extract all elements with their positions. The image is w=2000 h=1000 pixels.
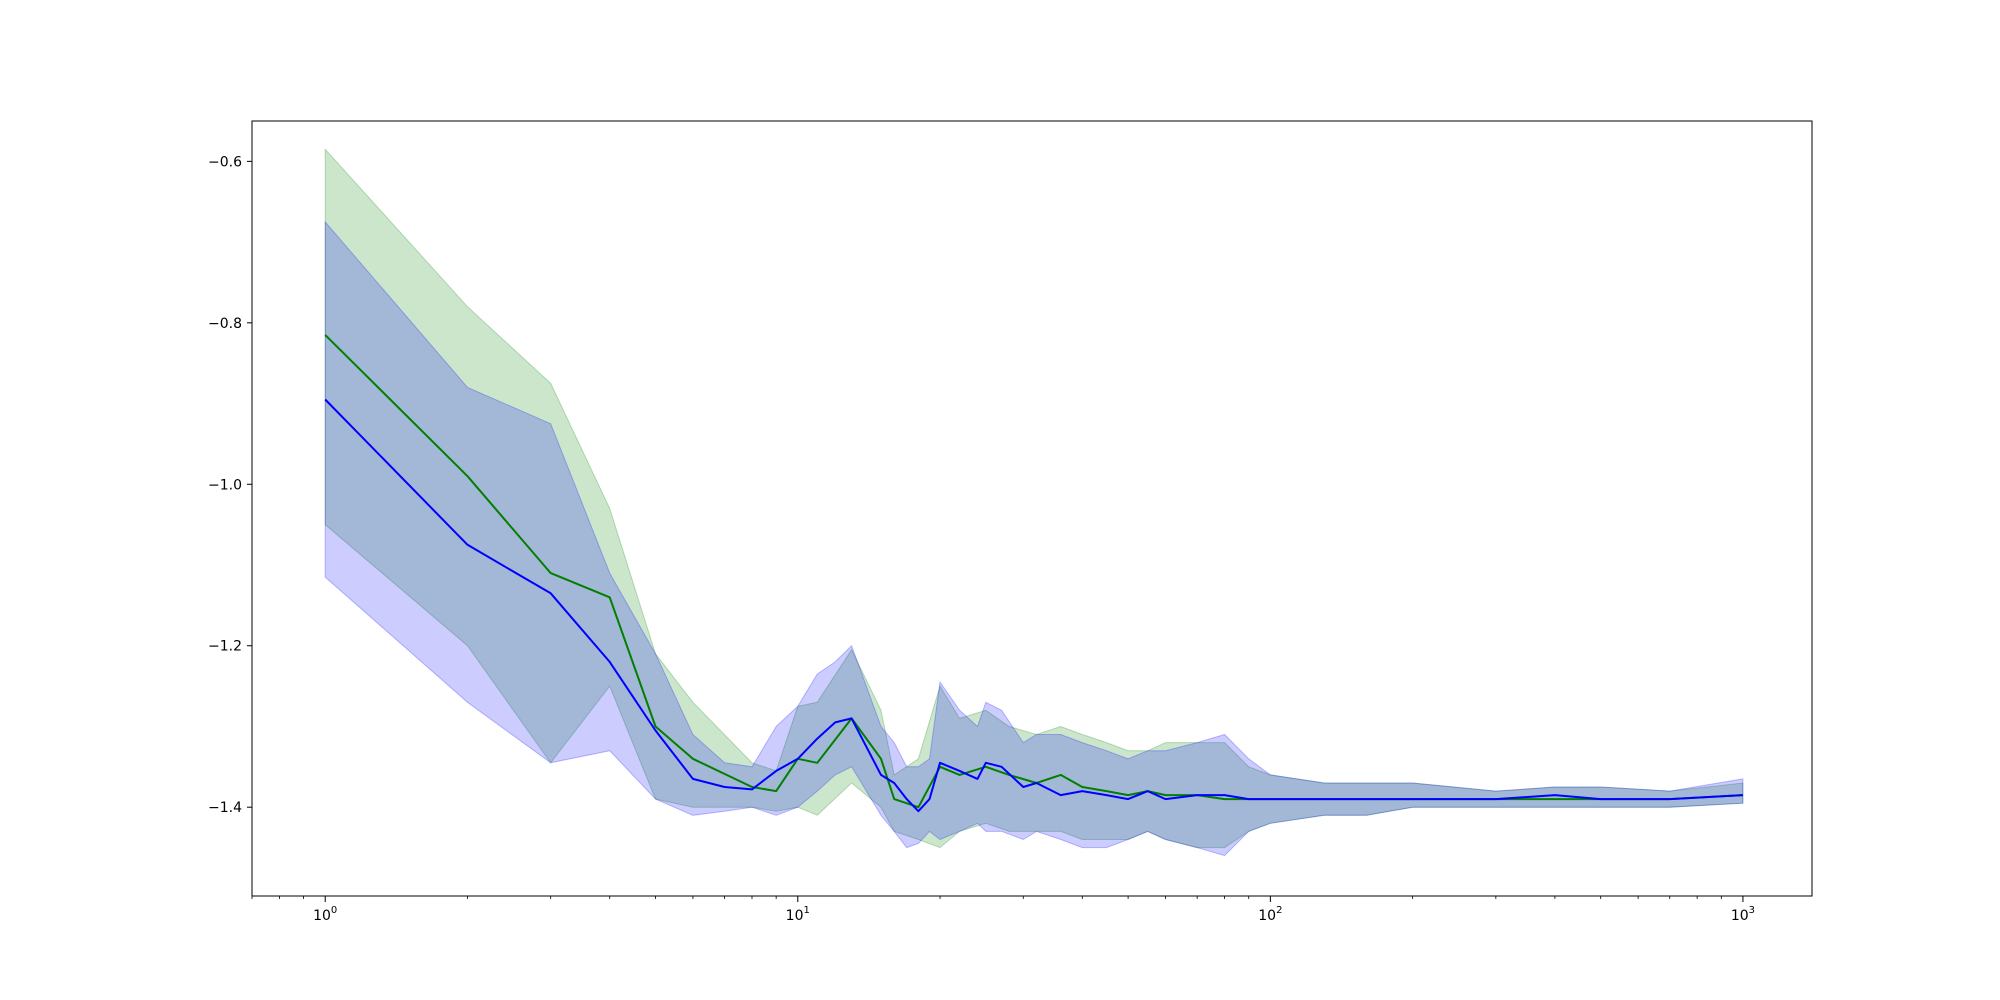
y-tick-label: −1.2 (208, 639, 242, 655)
y-tick-label: −0.6 (208, 154, 242, 170)
x-tick-label: 102 (1258, 905, 1282, 924)
confidence-band-1 (324, 148, 1744, 849)
confidence-band-2 (324, 220, 1744, 857)
plot-frame (251, 120, 1813, 897)
series-lines (324, 334, 1743, 813)
x-tick-label: 101 (786, 905, 810, 924)
confidence-bands (324, 148, 1744, 857)
x-tick-label: 103 (1731, 905, 1755, 924)
series-line-2 (324, 398, 1743, 813)
y-tick-label: −1.0 (208, 477, 242, 493)
y-tick-label: −0.8 (208, 316, 242, 332)
y-tick-label: −1.4 (208, 800, 242, 816)
axes: −0.6 −0.8 −1.0 −1.2 −1.4 100 101 102 103 (208, 120, 1813, 924)
x-tick-label: 100 (313, 905, 337, 924)
